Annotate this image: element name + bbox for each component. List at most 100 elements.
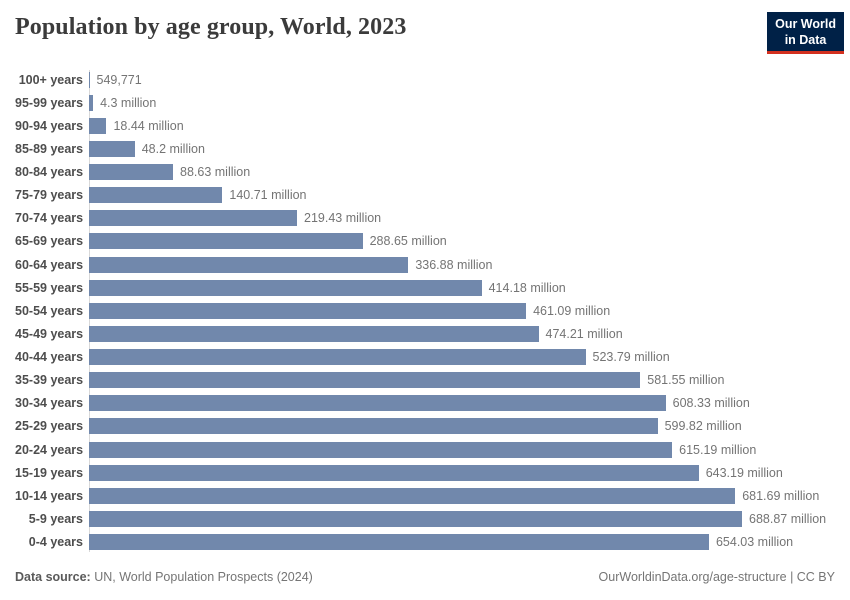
bar[interactable] bbox=[89, 164, 173, 181]
bar-area: 48.2 million bbox=[89, 140, 835, 157]
bar[interactable] bbox=[89, 187, 223, 204]
bar-area: 474.21 million bbox=[89, 325, 835, 342]
credit-link[interactable]: OurWorldinData.org/age-structure | CC BY bbox=[598, 570, 835, 584]
data-source-label: Data source: bbox=[15, 570, 91, 584]
bar[interactable] bbox=[89, 233, 363, 250]
value-label: 288.65 million bbox=[369, 234, 447, 249]
chart-footer: Data source: UN, World Population Prospe… bbox=[15, 570, 835, 584]
category-label: 50-54 years bbox=[15, 303, 84, 318]
chart-row: 10-14 years 681.69 million bbox=[15, 484, 835, 507]
owid-logo-line2: in Data bbox=[784, 33, 827, 47]
category-label: 55-59 years bbox=[15, 280, 84, 295]
category-label: 5-9 years bbox=[28, 511, 83, 526]
chart-row: 100+ years 549,771 bbox=[15, 68, 835, 91]
chart-row: 25-29 years 599.82 million bbox=[15, 415, 835, 438]
owid-logo[interactable]: Our World in Data bbox=[767, 12, 844, 54]
chart-row: 35-39 years 581.55 million bbox=[15, 369, 835, 392]
bar-chart-rows: 100+ years 549,771 95-99 years 4.3 million 9… bbox=[15, 68, 835, 554]
chart-row: 5-9 years 688.87 million bbox=[15, 507, 835, 530]
value-label: 654.03 million bbox=[715, 535, 794, 550]
value-label: 219.43 million bbox=[304, 211, 382, 226]
bar[interactable] bbox=[89, 71, 90, 88]
chart-row: 80-84 years 88.63 million bbox=[15, 161, 835, 184]
bar[interactable] bbox=[89, 117, 107, 134]
value-label: 581.55 million bbox=[647, 373, 725, 388]
bar[interactable] bbox=[89, 349, 586, 366]
category-label: 90-94 years bbox=[15, 118, 84, 133]
category-label: 85-89 years bbox=[15, 141, 84, 156]
bar-area: 615.19 million bbox=[89, 441, 835, 458]
chart-row: 70-74 years 219.43 million bbox=[15, 207, 835, 230]
bar-chart: 100+ years 549,771 95-99 years 4.3 million 9… bbox=[15, 68, 835, 554]
value-label: 681.69 million bbox=[742, 488, 820, 503]
category-label: 100+ years bbox=[18, 72, 83, 87]
category-label: 65-69 years bbox=[15, 234, 84, 249]
value-label: 48.2 million bbox=[141, 141, 205, 156]
value-label: 549,771 bbox=[96, 72, 142, 87]
category-label: 25-29 years bbox=[15, 419, 84, 434]
value-label: 523.79 million bbox=[592, 350, 670, 365]
bar-area: 549,771 bbox=[89, 71, 835, 88]
bar[interactable] bbox=[89, 464, 699, 481]
value-label: 608.33 million bbox=[672, 396, 750, 411]
bar[interactable] bbox=[89, 487, 736, 504]
value-label: 4.3 million bbox=[100, 95, 157, 110]
value-label: 414.18 million bbox=[488, 280, 566, 295]
value-label: 88.63 million bbox=[180, 165, 251, 180]
value-label: 474.21 million bbox=[545, 326, 623, 341]
bar[interactable] bbox=[89, 510, 742, 527]
category-label: 0-4 years bbox=[28, 535, 83, 550]
category-label: 15-19 years bbox=[15, 465, 84, 480]
chart-row: 30-34 years 608.33 million bbox=[15, 392, 835, 415]
chart-row: 0-4 years 654.03 million bbox=[15, 531, 835, 554]
bar-area: 461.09 million bbox=[89, 302, 835, 319]
bar[interactable] bbox=[89, 441, 673, 458]
category-label: 10-14 years bbox=[15, 488, 84, 503]
bar[interactable] bbox=[89, 372, 641, 389]
category-label: 45-49 years bbox=[15, 326, 84, 341]
value-label: 461.09 million bbox=[533, 303, 611, 318]
bar[interactable] bbox=[89, 418, 658, 435]
chart-row: 85-89 years 48.2 million bbox=[15, 137, 835, 160]
value-label: 643.19 million bbox=[705, 465, 783, 480]
category-label: 60-64 years bbox=[15, 257, 84, 272]
category-label: 30-34 years bbox=[15, 396, 84, 411]
bar-area: 414.18 million bbox=[89, 279, 835, 296]
bar[interactable] bbox=[89, 395, 666, 412]
bar[interactable] bbox=[89, 534, 709, 551]
bar-area: 4.3 million bbox=[89, 94, 835, 111]
bar[interactable] bbox=[89, 302, 527, 319]
data-source-text: UN, World Population Prospects (2024) bbox=[90, 570, 313, 584]
category-label: 70-74 years bbox=[15, 211, 84, 226]
bar-area: 18.44 million bbox=[89, 117, 835, 134]
chart-row: 55-59 years 414.18 million bbox=[15, 276, 835, 299]
category-label: 95-99 years bbox=[15, 95, 84, 110]
bar[interactable] bbox=[89, 140, 135, 157]
bar-area: 688.87 million bbox=[89, 510, 835, 527]
bar-area: 288.65 million bbox=[89, 233, 835, 250]
chart-row: 40-44 years 523.79 million bbox=[15, 346, 835, 369]
bar-area: 599.82 million bbox=[89, 418, 835, 435]
bar-area: 643.19 million bbox=[89, 464, 835, 481]
chart-row: 60-64 years 336.88 million bbox=[15, 253, 835, 276]
chart-row: 75-79 years 140.71 million bbox=[15, 184, 835, 207]
bar-area: 140.71 million bbox=[89, 187, 835, 204]
bar-area: 581.55 million bbox=[89, 372, 835, 389]
bar[interactable] bbox=[89, 256, 409, 273]
bar-area: 608.33 million bbox=[89, 395, 835, 412]
category-label: 20-24 years bbox=[15, 442, 84, 457]
bar[interactable] bbox=[89, 325, 539, 342]
owid-logo-line1: Our World bbox=[775, 17, 836, 31]
bar[interactable] bbox=[89, 210, 297, 227]
value-label: 615.19 million bbox=[679, 442, 757, 457]
chart-row: 50-54 years 461.09 million bbox=[15, 299, 835, 322]
value-label: 336.88 million bbox=[415, 257, 493, 272]
category-label: 40-44 years bbox=[15, 350, 84, 365]
bar[interactable] bbox=[89, 279, 482, 296]
bar[interactable] bbox=[89, 94, 94, 111]
chart-row: 20-24 years 615.19 million bbox=[15, 438, 835, 461]
category-label: 80-84 years bbox=[15, 165, 84, 180]
bar-area: 219.43 million bbox=[89, 210, 835, 227]
chart-row: 95-99 years 4.3 million bbox=[15, 91, 835, 114]
